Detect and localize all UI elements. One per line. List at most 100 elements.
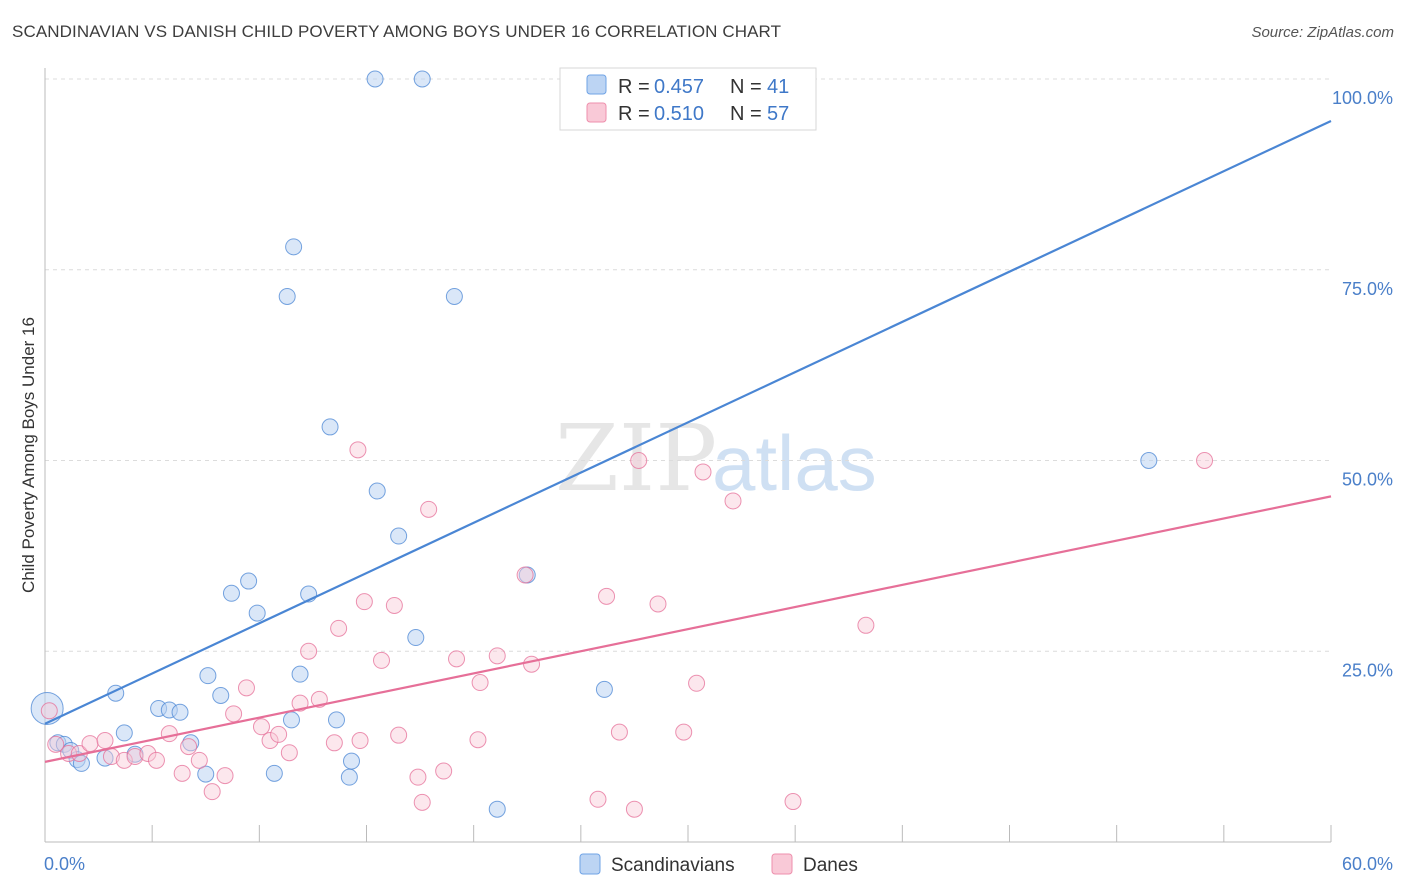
x-ticks [44, 825, 1332, 842]
y-tick-label: 75.0% [1342, 279, 1393, 299]
point-danes [516, 566, 534, 584]
point-danes [523, 655, 541, 673]
point-scandinavians [285, 238, 303, 256]
point-scandinavians [240, 572, 258, 590]
point-scandinavians [265, 764, 283, 782]
point-danes [270, 725, 288, 743]
point-danes [252, 718, 270, 736]
legend-n-value: 57 [767, 103, 789, 125]
point-danes [325, 734, 343, 752]
point-danes [190, 751, 208, 769]
point-danes [649, 595, 667, 613]
x-tick-label: 60.0% [1342, 854, 1393, 874]
point-danes [160, 725, 178, 743]
point-danes [610, 723, 628, 741]
point-scandinavians [366, 70, 384, 88]
point-scandinavians [115, 724, 133, 742]
legend-swatch-scandinavians [586, 74, 607, 95]
y-axis-label: Child Poverty Among Boys Under 16 [19, 317, 38, 593]
legend-n-label: N = [730, 103, 762, 125]
point-danes [300, 642, 318, 660]
legend-n-value: 41 [767, 76, 789, 98]
point-scandinavians [342, 752, 360, 770]
legend-r-label: R = [618, 76, 650, 98]
y-tick-label: 25.0% [1342, 660, 1393, 680]
point-danes [724, 492, 742, 510]
point-scandinavians [340, 768, 358, 786]
bottom-legend-swatch-scandinavians [579, 853, 601, 875]
point-danes [291, 694, 309, 712]
point-danes [173, 764, 191, 782]
point-danes [47, 735, 65, 753]
stats-legend-row-scandinavians: R = 0.457 N = 41 [586, 74, 789, 98]
point-danes [115, 751, 133, 769]
point-danes [630, 452, 648, 469]
point-danes [81, 735, 99, 753]
point-danes [589, 790, 607, 808]
legend-r-label: R = [618, 103, 650, 125]
point-scandinavians [197, 765, 215, 783]
point-danes [349, 441, 367, 459]
point-danes [216, 767, 234, 785]
point-danes [448, 650, 466, 668]
stats-legend: R = 0.457 N = 41 R = 0.510 N = 57 [559, 67, 817, 131]
point-danes [385, 596, 403, 614]
trend-line-danes [44, 495, 1332, 763]
point-danes [355, 593, 373, 611]
point-scandinavians [445, 287, 463, 305]
series-legend: Scandinavians Danes [579, 853, 858, 876]
chart-title: SCANDINAVIAN VS DANISH CHILD POVERTY AMO… [12, 22, 782, 41]
point-danes [225, 705, 243, 723]
point-scandinavians [413, 70, 431, 88]
y-tick-label: 100.0% [1332, 88, 1393, 108]
source-label: Source: ZipAtlas.com [1251, 24, 1394, 41]
point-danes [688, 674, 706, 692]
bottom-legend-label-danes: Danes [803, 855, 858, 876]
tick-labels: 25.0% 50.0% 75.0% 100.0% 0.0% 60.0% [44, 88, 1393, 874]
gridlines [45, 78, 1331, 652]
point-scandinavians [488, 800, 506, 818]
point-danes [857, 616, 875, 634]
point-danes [598, 587, 616, 605]
data-points [30, 70, 1214, 818]
legend-swatch-danes [586, 102, 607, 123]
point-danes [351, 732, 369, 750]
point-danes [420, 500, 438, 518]
trend-lines [44, 119, 1332, 763]
point-danes [373, 651, 391, 669]
point-scandinavians [327, 711, 345, 729]
point-danes [180, 738, 198, 756]
point-danes [203, 783, 221, 801]
trend-line-scandinavians [44, 119, 1332, 725]
watermark: ZIP atlas [555, 405, 877, 512]
point-scandinavians [368, 482, 386, 500]
legend-r-value: 0.510 [654, 103, 704, 125]
point-scandinavians [171, 703, 189, 721]
point-danes [435, 762, 453, 780]
point-danes [1196, 452, 1214, 469]
point-danes [784, 793, 802, 811]
point-danes [139, 744, 157, 762]
point-danes [237, 679, 255, 697]
point-scandinavians [291, 665, 309, 683]
point-danes [261, 732, 279, 750]
watermark-atlas: atlas [712, 419, 877, 507]
point-scandinavians [282, 711, 300, 729]
point-scandinavians [278, 287, 296, 305]
point-danes [409, 768, 427, 786]
point-danes [280, 744, 298, 762]
point-scandinavians [199, 667, 217, 685]
point-scandinavians [222, 584, 240, 602]
point-scandinavians [407, 629, 425, 647]
legend-r-value: 0.457 [654, 76, 704, 98]
point-danes [147, 751, 165, 769]
point-danes [126, 748, 144, 766]
legend-n-label: N = [730, 76, 762, 98]
point-danes [390, 726, 408, 744]
point-scandinavians [390, 527, 408, 545]
point-danes [40, 702, 58, 720]
point-danes [330, 619, 348, 637]
point-danes [469, 731, 487, 749]
point-danes [675, 723, 693, 741]
point-scandinavians [212, 687, 230, 705]
